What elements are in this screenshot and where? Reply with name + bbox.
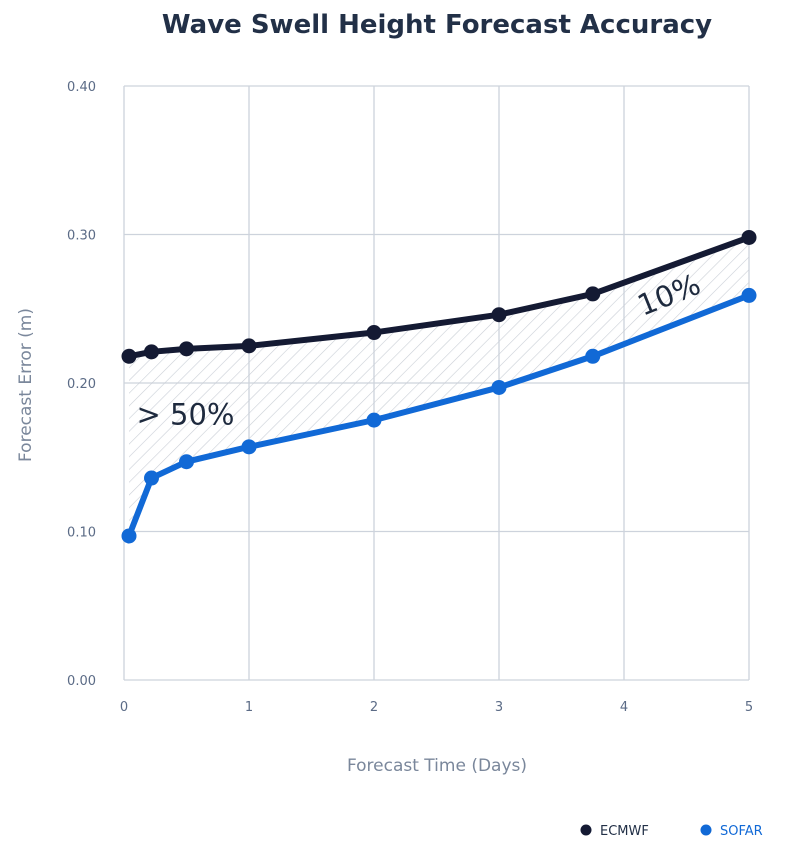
x-tick-label: 4 — [620, 700, 628, 715]
series-group — [121, 229, 757, 544]
y-tick-label: 0.30 — [67, 229, 96, 244]
data-point-ecmwf — [585, 286, 601, 302]
y-tick-label: 0.10 — [67, 526, 96, 541]
annotation-label: > 50% — [137, 398, 235, 432]
gap-hatched-area — [129, 237, 749, 536]
data-point-ecmwf — [366, 325, 382, 341]
tick-labels: 0 1 2 3 4 5 0.00 0.10 0.20 0.30 0.40 — [67, 80, 753, 715]
y-tick-label: 0.00 — [67, 674, 96, 689]
x-tick-label: 1 — [245, 700, 253, 715]
data-point-ecmwf — [121, 348, 137, 364]
data-point-ecmwf — [741, 229, 757, 245]
chart-title: Wave Swell Height Forecast Accuracy — [162, 10, 712, 40]
y-axis-label: Forecast Error (m) — [16, 308, 36, 462]
x-tick-label: 5 — [745, 700, 753, 715]
legend-label-sofar: SOFAR — [720, 824, 763, 839]
legend: ECMWF SOFAR — [580, 824, 763, 839]
data-point-ecmwf — [144, 344, 159, 360]
data-point-sofar — [741, 287, 757, 303]
data-point-sofar — [366, 412, 382, 428]
x-tick-label: 2 — [370, 700, 378, 715]
x-axis-label: Forecast Time (Days) — [347, 756, 527, 776]
y-tick-label: 0.40 — [67, 80, 96, 95]
x-tick-label: 0 — [120, 700, 128, 715]
data-point-sofar — [179, 454, 194, 470]
data-point-sofar — [585, 348, 601, 364]
data-point-sofar — [491, 379, 507, 395]
data-point-ecmwf — [241, 338, 257, 354]
data-point-ecmwf — [491, 307, 507, 323]
x-tick-label: 3 — [495, 700, 503, 715]
data-point-sofar — [241, 439, 257, 455]
legend-marker-ecmwf — [580, 824, 592, 836]
data-point-sofar — [144, 470, 159, 486]
legend-label-ecmwf: ECMWF — [600, 824, 649, 839]
legend-marker-sofar — [700, 824, 712, 836]
data-point-ecmwf — [179, 341, 194, 357]
data-point-sofar — [121, 528, 137, 544]
y-tick-label: 0.20 — [67, 377, 96, 392]
